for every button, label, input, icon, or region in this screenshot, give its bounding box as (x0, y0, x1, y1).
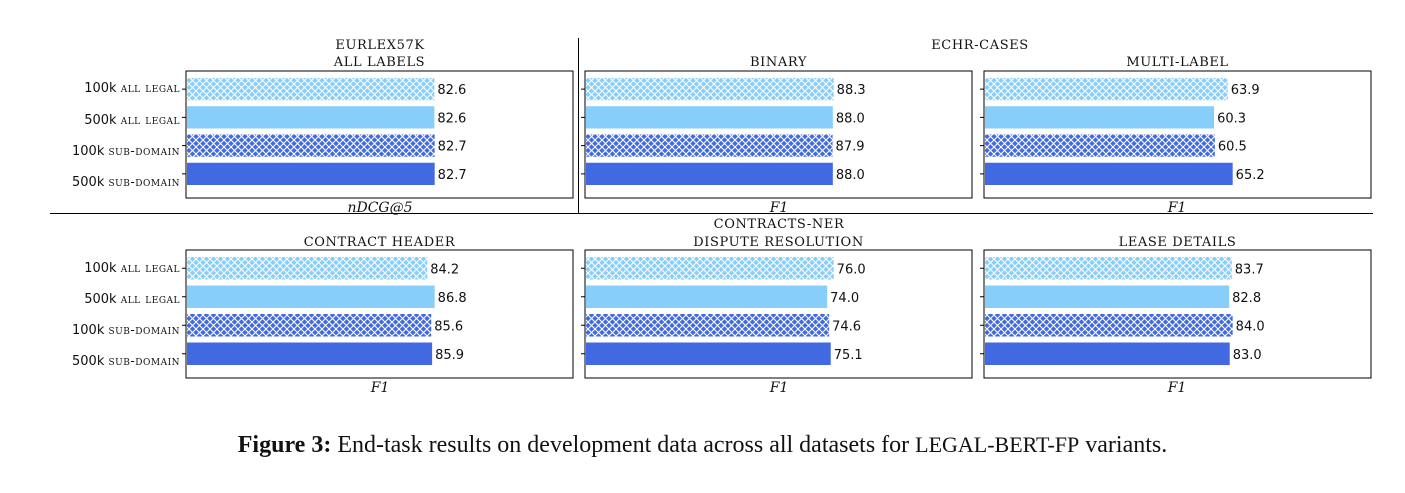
x-axis-label: F1 (370, 380, 390, 396)
panel-title: ALL LABELS (333, 55, 425, 70)
bar (985, 134, 1215, 157)
bar (187, 78, 435, 101)
panel-frame (983, 249, 1372, 379)
category-label: 500k sub-domain (72, 354, 180, 369)
group-title-echr: ECHR-CASES (931, 38, 1029, 53)
bar (985, 78, 1228, 101)
bar (187, 162, 435, 185)
bar (586, 257, 834, 280)
category-label: 100k all legal (84, 81, 180, 96)
bar-value-label: 85.6 (434, 319, 463, 334)
panel-title: MULTI-LABEL (1126, 55, 1228, 70)
panel-frame (584, 249, 973, 379)
x-axis-label: F1 (769, 380, 789, 396)
bar-value-label: 88.0 (836, 111, 865, 126)
panel-frame (185, 249, 574, 379)
bar (187, 106, 435, 129)
caption-model: LEGAL-BERT-FP (915, 432, 1080, 457)
bar-value-label: 88.3 (837, 83, 866, 98)
category-label: 500k all legal (84, 113, 180, 128)
bar (586, 342, 831, 365)
panel-lease-details: LEASE DETAILS 83.7 82.8 84.0 83.0 F1 (980, 235, 1372, 396)
bar-value-label: 82.6 (437, 111, 466, 126)
category-label: 100k sub-domain (72, 323, 180, 338)
category-label: 100k sub-domain (72, 144, 180, 159)
bar-value-label: 60.5 (1218, 140, 1247, 155)
caption-label: Figure 3: (237, 432, 332, 458)
bar-value-label: 86.8 (438, 291, 467, 306)
bar-value-label: 87.9 (836, 140, 865, 155)
group-title-contracts: CONTRACTS-NER (714, 217, 845, 232)
bar (985, 285, 1230, 308)
chart-panels: ALL LABELS 82.6 82.6 82.7 82.7 nDCG@5 BINARY 88… (182, 55, 1372, 396)
panel-title: BINARY (750, 55, 807, 70)
bar (985, 342, 1230, 365)
bar-value-label: 75.1 (834, 348, 863, 363)
panel-frame (584, 70, 973, 199)
bar-value-label: 82.6 (437, 83, 466, 98)
bar-value-label: 83.0 (1233, 348, 1262, 363)
bar (586, 314, 830, 337)
bar-value-label: 82.7 (438, 140, 467, 155)
bar-value-label: 76.0 (837, 262, 866, 277)
bar (985, 162, 1233, 185)
panel-dispute-resolution: DISPUTE RESOLUTION 76.0 74.0 74.6 75.1 F1 (581, 235, 973, 396)
bar-value-label: 82.8 (1232, 291, 1261, 306)
bar (586, 78, 834, 101)
bar-value-label: 65.2 (1236, 168, 1265, 183)
bar (985, 257, 1232, 280)
category-labels-bottom: 100k all legal 500k all legal 100k sub-d… (72, 261, 180, 369)
bar (985, 314, 1233, 337)
panel-title: LEASE DETAILS (1119, 235, 1237, 250)
bar (187, 257, 428, 280)
category-label: 500k all legal (84, 292, 180, 307)
panel-title: CONTRACT HEADER (304, 235, 456, 250)
bar-value-label: 88.0 (836, 168, 865, 183)
caption-text-after: variants. (1085, 432, 1168, 458)
bar-value-label: 60.3 (1217, 111, 1246, 126)
bar-value-label: 83.7 (1235, 262, 1264, 277)
bar (586, 285, 828, 308)
category-labels-top: 100k all legal 500k all legal 100k sub-d… (72, 81, 180, 190)
bar (187, 285, 435, 308)
bar (187, 314, 432, 337)
bar-value-label: 74.0 (830, 291, 859, 306)
bar-value-label: 74.6 (832, 319, 861, 334)
bar (586, 134, 833, 157)
bar (985, 106, 1215, 129)
bar-value-label: 85.9 (435, 348, 464, 363)
category-label: 100k all legal (84, 261, 180, 276)
bar (187, 342, 433, 365)
bar-value-label: 84.2 (430, 262, 459, 277)
caption-text-before: End-task results on development data acr… (337, 432, 910, 458)
figure-caption: Figure 3: End-task results on developmen… (0, 432, 1405, 459)
panel-frame (983, 70, 1372, 199)
x-axis-label: F1 (769, 200, 789, 216)
x-axis-label: nDCG@5 (347, 200, 412, 216)
group-title-eurlex: EURLEX57K (335, 38, 424, 53)
bar (586, 162, 833, 185)
bar (586, 106, 833, 129)
category-label: 500k sub-domain (72, 175, 180, 190)
bar-value-label: 84.0 (1236, 319, 1265, 334)
bar-value-label: 82.7 (438, 168, 467, 183)
panel-binary: BINARY 88.3 88.0 87.9 88.0 F1 (581, 55, 973, 216)
x-axis-label: F1 (1167, 200, 1187, 216)
panel-contract-header: CONTRACT HEADER 84.2 86.8 85.6 85.9 F1 (182, 235, 574, 396)
panel-all-labels: ALL LABELS 82.6 82.6 82.7 82.7 nDCG@5 (182, 55, 574, 216)
bar (187, 134, 435, 157)
bar-value-label: 63.9 (1231, 83, 1260, 98)
panel-frame (185, 70, 574, 199)
panel-title: DISPUTE RESOLUTION (693, 235, 864, 250)
x-axis-label: F1 (1167, 380, 1187, 396)
figure-3-chart: EURLEX57K ECHR-CASES CONTRACTS-NER 100k … (50, 38, 1373, 396)
